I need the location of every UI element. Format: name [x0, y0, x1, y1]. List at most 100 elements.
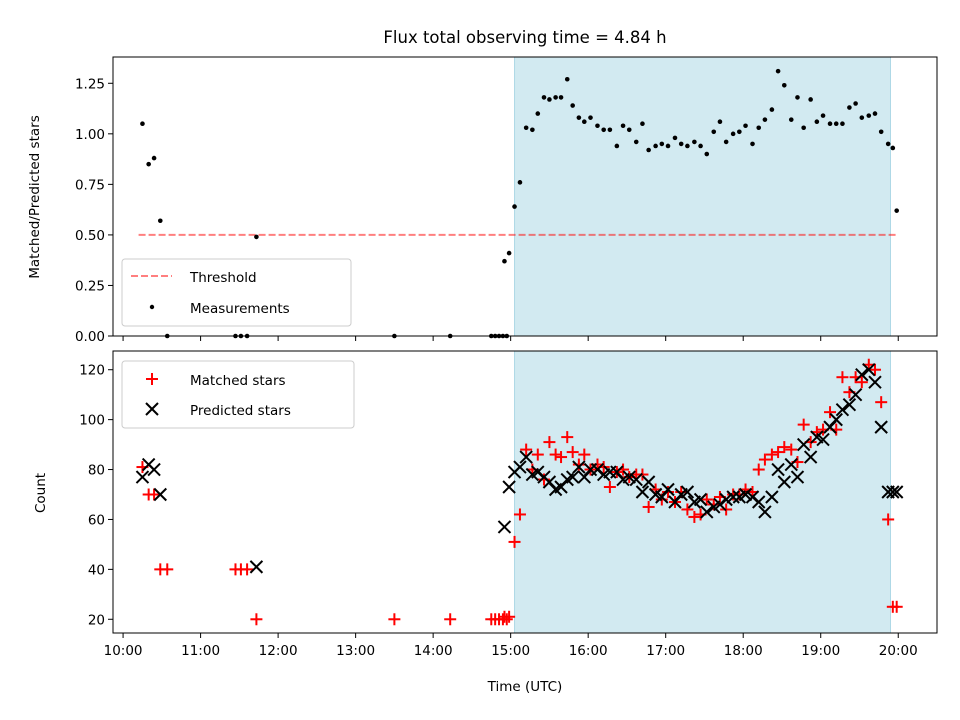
measurement-point [523, 125, 529, 131]
measurement-point [717, 119, 723, 124]
y-tick-label: 1.00 [75, 127, 105, 143]
measurement-point [558, 95, 564, 100]
measurement-point [704, 151, 710, 157]
observing-window-span-top [514, 56, 891, 337]
measurement-point [781, 83, 787, 88]
y-tick-label: 100 [79, 413, 105, 429]
measurement-point [750, 141, 755, 147]
measurement-point [698, 143, 703, 149]
matched-point [241, 563, 254, 576]
matched-legend-label: Matched stars [190, 373, 286, 389]
measurement-point [535, 111, 541, 116]
predicted-point [629, 472, 643, 487]
ratio-panel: 0.00 0.25 0.50 0.75 1.00 1.25 Matched/Predict… [27, 56, 938, 345]
y-tick-label: 0.25 [75, 278, 105, 294]
matched-point [855, 376, 868, 389]
measurement-point [607, 127, 613, 133]
measurement-point [723, 139, 729, 145]
matched-point [675, 486, 688, 498]
measurement-point [601, 127, 606, 133]
predicted-point [738, 487, 753, 502]
predicted-point [700, 505, 714, 519]
matched-point [642, 500, 655, 513]
x-tick-label: 17:00 [646, 643, 685, 659]
measurement-point [730, 131, 736, 137]
predicted-point [790, 470, 805, 484]
y-tick-label: 1.25 [75, 76, 105, 92]
measurement-point [801, 125, 806, 131]
measurement-point [840, 121, 845, 127]
measurement-point [672, 135, 678, 141]
count-y-axis-label: Count [33, 473, 49, 513]
predicted-point [147, 462, 161, 477]
predicted-point [622, 470, 636, 484]
matched-point [824, 406, 837, 419]
x-tick-label: 16:00 [569, 643, 608, 659]
x-tick-label: 13:00 [336, 643, 375, 659]
predicted-legend-label: Predicted stars [190, 403, 291, 419]
measurement-point [775, 68, 781, 74]
measurement-point [151, 155, 157, 161]
measurement-point [743, 123, 748, 129]
measurement-point [570, 103, 575, 108]
count-legend: Matched stars Predicted stars [121, 360, 355, 429]
ratio-x-ticks [122, 336, 899, 341]
predicted-point [848, 387, 863, 402]
chart-title: Flux total observing time = 4.84 h [383, 28, 666, 47]
measurement-point [808, 97, 813, 102]
predicted-point [641, 475, 656, 489]
matched-point [868, 363, 881, 376]
count-panel-frame [112, 350, 938, 634]
measurement-point [506, 250, 512, 256]
count-legend-box [121, 360, 355, 429]
x-tick-label: 19:00 [801, 643, 840, 659]
measurement-point [894, 208, 899, 213]
measurement-point [588, 115, 593, 120]
matched-point [148, 488, 161, 501]
y-tick-label: 0.50 [75, 228, 105, 244]
y-tick-label: 60 [88, 512, 105, 528]
predicted-point [835, 402, 850, 417]
predicted-point [874, 420, 888, 434]
matched-point [566, 446, 579, 459]
x-tick-label: 12:00 [259, 643, 298, 659]
matched-point [520, 443, 533, 456]
predicted-legend-marker [145, 402, 159, 416]
count-y-axis: 20 40 60 80 100 120 [79, 363, 113, 628]
ratio-panel-frame [112, 56, 938, 337]
predicted-point [855, 368, 869, 382]
y-tick-label: 0.00 [75, 329, 105, 345]
measurement-point [595, 123, 600, 129]
measurement-point [140, 121, 145, 127]
predicted-point [497, 520, 512, 534]
measurement-point [737, 129, 742, 135]
measurement-point [859, 115, 865, 120]
measurement-point [502, 258, 507, 264]
ratio-y-axis-label: Matched/Predicted stars [27, 115, 43, 278]
predicted-point [829, 412, 843, 427]
matched-point [503, 610, 516, 623]
measurement-point [833, 121, 839, 127]
matched-point [836, 371, 849, 384]
matched-legend-marker [146, 373, 158, 385]
measurement-point [853, 101, 858, 106]
measurement-point [820, 113, 826, 118]
measurement-point [653, 143, 658, 149]
predicted-point [803, 450, 818, 464]
predicted-point [502, 480, 516, 494]
matched-point [250, 613, 263, 626]
measurement-point [692, 139, 697, 145]
matched-point [549, 448, 562, 461]
measurement-point [541, 95, 547, 100]
measurement-point [146, 161, 151, 167]
matched-point [700, 493, 713, 506]
predicted-point [693, 492, 708, 507]
matched-point [555, 451, 568, 464]
predicted-point [719, 492, 733, 507]
x-tick-label: 18:00 [724, 643, 763, 659]
predicted-point [135, 470, 150, 484]
y-tick-label: 20 [88, 612, 105, 628]
observing-window [514, 350, 891, 634]
matched-point [578, 448, 591, 461]
predicted-point [635, 485, 650, 499]
